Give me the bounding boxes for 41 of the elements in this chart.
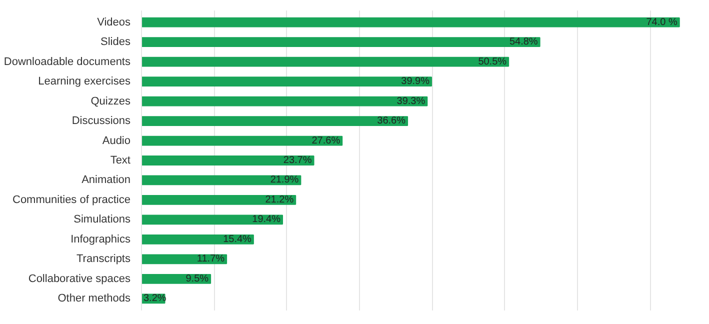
bar [142, 234, 254, 244]
y-tick-label: Infographics [70, 233, 131, 246]
bar [142, 254, 228, 264]
y-tick-label: Audio [102, 134, 131, 147]
y-tick-label: Slides [100, 36, 131, 48]
data-label: 11.7% [196, 254, 225, 265]
data-label: 39.3% [396, 96, 426, 107]
y-tick-label: Simulations [74, 214, 131, 226]
bar [142, 175, 302, 186]
y-tick-label: Learning exercises [38, 76, 131, 88]
bar [142, 195, 296, 205]
y-tick-label: Discussions [72, 115, 131, 128]
bar [142, 17, 680, 28]
data-label: 39.9% [401, 76, 430, 88]
data-label: 19.4% [252, 214, 281, 226]
bar [142, 56, 510, 67]
bar [142, 116, 408, 126]
data-label: 50.5% [478, 56, 507, 68]
data-label: 27.6% [312, 135, 340, 146]
y-tick-label: Collaborative spaces [28, 272, 131, 285]
data-label: 21.2% [265, 194, 294, 206]
bar [142, 156, 314, 166]
data-label: 36.6% [377, 116, 406, 127]
data-label: 74.0 % [646, 16, 678, 28]
data-label: 23.7% [283, 155, 312, 166]
data-label: 54.8% [509, 36, 538, 48]
bar [142, 96, 428, 106]
bar [142, 136, 343, 146]
y-tick-label: Communities of practice [12, 194, 131, 206]
y-tick-label: Other methods [58, 292, 131, 305]
y-tick-label: Animation [82, 174, 131, 186]
data-label: 21.9% [270, 174, 299, 186]
y-tick-label: Videos [97, 16, 131, 28]
y-tick-label: Text [110, 154, 131, 166]
bar [142, 37, 540, 48]
data-label: 9.5% [186, 273, 209, 284]
y-tick-label: Quizzes [90, 95, 131, 108]
y-tick-label: Transcripts [76, 253, 131, 266]
y-tick-label: Downloadable documents [4, 56, 131, 68]
data-label: 15.4% [223, 234, 252, 245]
bar [142, 76, 432, 86]
